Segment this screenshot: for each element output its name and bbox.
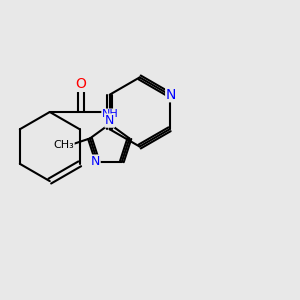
- Text: O: O: [75, 77, 86, 91]
- Text: NH: NH: [102, 109, 119, 119]
- Text: N: N: [166, 88, 176, 102]
- Text: CH₃: CH₃: [53, 140, 74, 150]
- Text: N: N: [91, 155, 100, 168]
- Text: N: N: [105, 114, 114, 127]
